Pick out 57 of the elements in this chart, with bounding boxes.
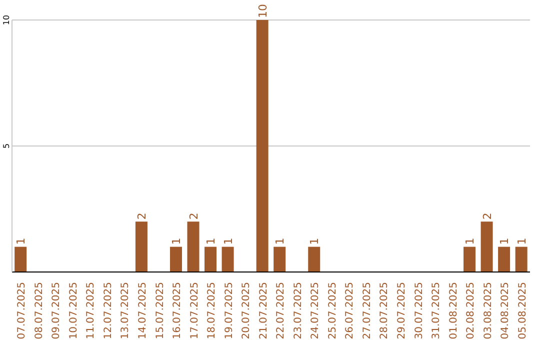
data-label: 1 [222, 238, 235, 245]
x-tick-label: 27.07.2025 [362, 282, 373, 340]
bar [480, 222, 493, 272]
x-tick-label: 22.07.2025 [276, 282, 287, 340]
bar [170, 246, 182, 272]
x-tick-label: 05.08.2025 [517, 282, 528, 340]
x-tick-label: 10.07.2025 [68, 282, 80, 340]
x-tick-label: 17.07.2025 [189, 282, 200, 340]
x-tick-label: 31.07.2025 [431, 282, 442, 340]
data-label: 2 [187, 212, 200, 220]
x-tick-label: 26.07.2025 [344, 282, 356, 340]
x-tick-label: 19.07.2025 [224, 282, 235, 340]
bar [187, 222, 200, 272]
data-label: 2 [135, 212, 148, 220]
data-label: 1 [464, 238, 477, 245]
x-tick-label: 15.07.2025 [154, 282, 166, 340]
bar [498, 246, 510, 272]
x-tick-label: 09.07.2025 [51, 282, 62, 340]
data-label: 1 [170, 238, 183, 245]
x-tick-label: 07.07.2025 [16, 282, 28, 340]
x-tick-label: 24.07.2025 [310, 282, 322, 340]
bar [308, 246, 320, 272]
x-tick-label: 16.07.2025 [172, 282, 184, 340]
x-tick-label: 02.08.2025 [466, 282, 477, 340]
bar [464, 246, 476, 272]
x-tick-label: 29.07.2025 [396, 282, 408, 340]
x-tick-label: 23.07.2025 [292, 282, 304, 340]
bar [135, 222, 148, 272]
data-label: 1 [274, 238, 287, 245]
data-label: 1 [498, 238, 512, 245]
data-label: 1 [308, 238, 322, 245]
bar [256, 20, 268, 272]
data-label: 1 [204, 238, 218, 245]
y-tick-label: 5 [2, 143, 11, 149]
bar [274, 246, 286, 272]
x-tick-label: 25.07.2025 [327, 282, 338, 340]
bar [222, 246, 234, 272]
x-tick-label: 21.07.2025 [258, 282, 270, 340]
x-tick-label: 20.07.2025 [241, 282, 252, 340]
x-tick-label: 03.08.2025 [482, 282, 494, 340]
x-tick-label: 13.07.2025 [120, 282, 132, 340]
x-tick-label: 18.07.2025 [206, 282, 218, 340]
data-label: 1 [14, 238, 28, 245]
data-label: 10 [256, 4, 270, 18]
data-label: 1 [515, 238, 528, 245]
bar [204, 246, 217, 272]
data-label: 2 [480, 212, 494, 220]
bar [515, 246, 528, 272]
x-tick-label: 08.07.2025 [34, 282, 45, 340]
x-tick-label: 01.08.2025 [448, 282, 460, 340]
bar [14, 246, 27, 272]
x-tick-label: 14.07.2025 [138, 282, 148, 340]
x-tick-label: 28.07.2025 [379, 282, 390, 340]
x-tick-label: 04.08.2025 [500, 282, 512, 340]
x-tick-label: 11.07.2025 [86, 282, 97, 340]
x-tick-label: 12.07.2025 [102, 282, 114, 340]
x-tick-label: 30.07.2025 [414, 282, 425, 340]
